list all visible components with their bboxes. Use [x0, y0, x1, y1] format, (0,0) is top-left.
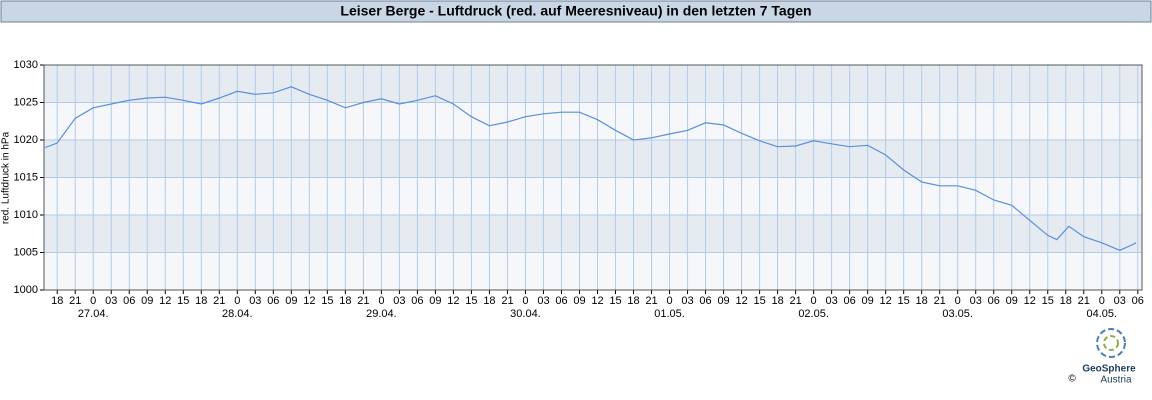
band — [44, 252, 1142, 290]
chart-title: Leiser Berge - Luftdruck (red. auf Meere… — [340, 3, 811, 19]
x-tick-label: 0 — [234, 295, 240, 307]
day-label: 03.05. — [942, 308, 973, 320]
y-tick-label: 1015 — [14, 171, 38, 183]
x-tick-label: 21 — [789, 295, 801, 307]
day-label: 01.05. — [654, 308, 685, 320]
x-tick-label: 18 — [771, 295, 783, 307]
x-tick-label: 06 — [988, 295, 1000, 307]
y-tick-label: 1020 — [14, 134, 38, 146]
x-tick-label: 0 — [90, 295, 96, 307]
x-tick-label: 18 — [483, 295, 495, 307]
x-tick-label: 15 — [177, 295, 189, 307]
band — [44, 102, 1142, 140]
x-tick-label: 06 — [555, 295, 567, 307]
x-tick-label: 03 — [537, 295, 549, 307]
day-label: 29.04. — [366, 308, 397, 320]
x-tick-label: 06 — [699, 295, 711, 307]
x-tick-label: 06 — [267, 295, 279, 307]
x-tick-label: 03 — [970, 295, 982, 307]
x-tick-label: 21 — [501, 295, 513, 307]
x-tick-label: 18 — [627, 295, 639, 307]
logo-inner — [1103, 335, 1119, 351]
x-tick-label: 15 — [753, 295, 765, 307]
x-tick-label: 0 — [955, 295, 961, 307]
logo: GeoSphere Austria © — [1068, 328, 1136, 386]
x-tick-label: 12 — [447, 295, 459, 307]
x-tick-label: 18 — [916, 295, 928, 307]
logo-sub: Austria — [1100, 375, 1132, 386]
x-tick-label: 12 — [303, 295, 315, 307]
x-tick-label: 12 — [735, 295, 747, 307]
band — [44, 215, 1142, 253]
plot-frame — [43, 64, 1143, 291]
x-tick-label: 15 — [321, 295, 333, 307]
day-label: 30.04. — [510, 308, 541, 320]
x-tick-label: 06 — [1132, 295, 1144, 307]
x-tick-label: 03 — [1114, 295, 1126, 307]
x-tick-label: 09 — [862, 295, 874, 307]
x-tick-label: 03 — [681, 295, 693, 307]
x-tick-label: 15 — [609, 295, 621, 307]
x-tick-label: 09 — [1006, 295, 1018, 307]
x-tick-label: 06 — [123, 295, 135, 307]
x-tick-label: 03 — [249, 295, 261, 307]
x-tick-label: 09 — [717, 295, 729, 307]
x-tick-label: 03 — [826, 295, 838, 307]
x-tick-label: 15 — [465, 295, 477, 307]
x-tick-label: 21 — [645, 295, 657, 307]
band — [44, 140, 1142, 178]
x-tick-label: 06 — [411, 295, 423, 307]
x-tick-label: 0 — [811, 295, 817, 307]
x-tick-label: 21 — [213, 295, 225, 307]
x-tick-label: 09 — [141, 295, 153, 307]
x-tick-label: 15 — [898, 295, 910, 307]
x-tick-label: 21 — [934, 295, 946, 307]
y-tick-label: 1005 — [14, 246, 38, 258]
x-tick-label: 18 — [1060, 295, 1072, 307]
x-tick-label: 21 — [69, 295, 81, 307]
day-label: 04.05. — [1086, 308, 1117, 320]
series-line — [44, 86, 1137, 251]
x-tick-label: 15 — [1042, 295, 1054, 307]
x-tick-label: 0 — [378, 295, 384, 307]
copyright: © — [1068, 374, 1076, 385]
x-tick-label: 0 — [666, 295, 672, 307]
x-tick-label: 12 — [591, 295, 603, 307]
day-label: 28.04. — [222, 308, 253, 320]
x-tick-label: 12 — [159, 295, 171, 307]
x-tick-label: 12 — [880, 295, 892, 307]
y-tick-label: 1030 — [14, 59, 38, 71]
x-tick-label: 09 — [573, 295, 585, 307]
band — [44, 65, 1142, 103]
x-tick-label: 03 — [105, 295, 117, 307]
x-tick-label: 18 — [339, 295, 351, 307]
x-tick-label: 06 — [844, 295, 856, 307]
y-tick-label: 1025 — [14, 96, 38, 108]
x-tick-label: 09 — [285, 295, 297, 307]
day-label: 27.04. — [78, 308, 109, 320]
x-tick-label: 03 — [393, 295, 405, 307]
y-tick-label: 1000 — [14, 284, 38, 296]
x-tick-label: 18 — [195, 295, 207, 307]
band — [44, 177, 1142, 215]
logo-ring — [1096, 328, 1126, 358]
title-bar — [0, 0, 1152, 23]
day-label: 02.05. — [798, 308, 829, 320]
x-tick-label: 0 — [1099, 295, 1105, 307]
x-tick-label: 12 — [1024, 295, 1036, 307]
x-tick-label: 21 — [357, 295, 369, 307]
x-tick-label: 18 — [51, 295, 63, 307]
logo-name: GeoSphere — [1082, 364, 1136, 375]
x-tick-label: 21 — [1078, 295, 1090, 307]
y-axis-label: red. Luftdruck in hPa — [1, 131, 12, 224]
y-tick-label: 1010 — [14, 209, 38, 221]
x-tick-label: 09 — [429, 295, 441, 307]
x-tick-label: 0 — [522, 295, 528, 307]
